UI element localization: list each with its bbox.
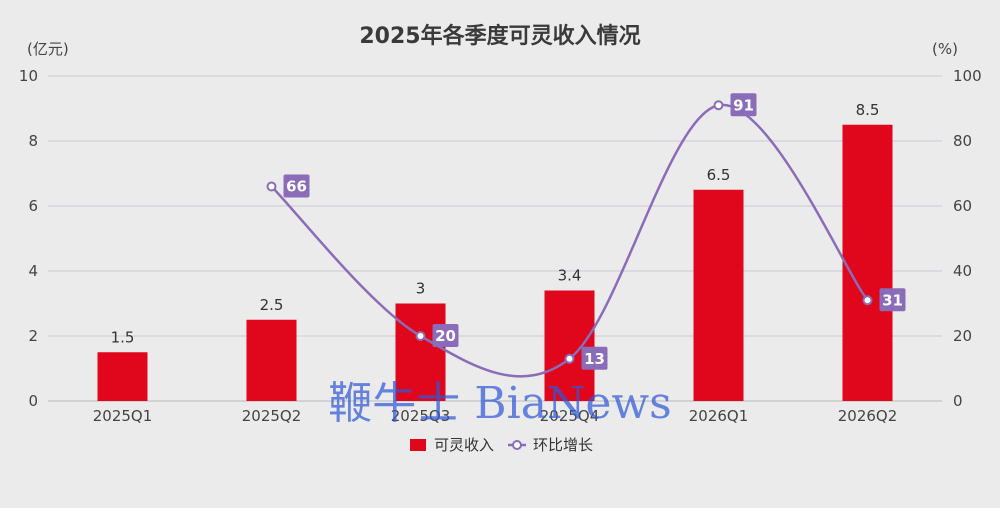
- right-axis-ticks: 0 20 40 60 80 100: [953, 67, 982, 410]
- growth-point: [862, 295, 873, 306]
- left-axis-ticks: 0 2 4 6 8 10: [19, 67, 38, 410]
- growth-point-label: 13: [584, 350, 605, 368]
- growth-point: [415, 331, 426, 341]
- growth-point-label: 20: [435, 327, 456, 345]
- growth-label-box: [730, 93, 757, 117]
- right-axis-tick-label: 100: [953, 67, 982, 85]
- revenue-bar: [693, 189, 744, 401]
- revenue-bar: [842, 124, 893, 401]
- left-axis-tick-label: 2: [28, 327, 38, 345]
- category-label: 2026Q2: [838, 407, 898, 425]
- category-label: 2025Q2: [242, 407, 302, 425]
- right-axis-tick-label: 80: [953, 132, 972, 150]
- left-axis-tick-label: 4: [28, 262, 38, 280]
- watermark: 鞭牛士 BiaNews: [328, 378, 671, 429]
- growth-label-box: [283, 174, 310, 198]
- right-axis-unit: (%): [932, 40, 958, 58]
- category-label: 2025Q3: [391, 407, 451, 425]
- growth-point-label: 31: [882, 291, 903, 309]
- growth-label-box: [432, 324, 459, 347]
- legend: 可灵收入 环比增长: [410, 436, 593, 454]
- growth-point-label: 66: [286, 178, 307, 196]
- revenue-bar-label: 1.5: [111, 328, 135, 346]
- right-axis-tick-label: 40: [953, 262, 972, 280]
- growth-point: [266, 181, 277, 192]
- growth-line: [270, 103, 869, 378]
- growth-point-label: 91: [733, 96, 754, 114]
- revenue-bar-label: 2.5: [260, 296, 284, 314]
- left-axis-tick-label: 6: [28, 197, 38, 215]
- legend-swatch-growth-marker: [512, 440, 522, 450]
- revenue-bar: [97, 352, 148, 401]
- chart-title: 2025年各季度可灵收入情况: [359, 23, 640, 49]
- revenue-bar: [544, 290, 595, 401]
- category-label: 2025Q1: [93, 407, 153, 425]
- gridlines: [48, 75, 942, 402]
- category-axis-labels: 2025Q1 2025Q2 2025Q3 2025Q4 2026Q1 2026Q2: [93, 407, 898, 425]
- right-axis-tick-label: 0: [953, 392, 963, 410]
- legend-swatch-revenue: [410, 439, 426, 451]
- growth-label-box: [581, 346, 608, 370]
- category-label: 2026Q1: [689, 407, 749, 425]
- growth-label-box: [879, 288, 906, 312]
- left-axis-tick-label: 10: [19, 67, 38, 85]
- growth-point: [564, 353, 575, 364]
- growth-line-series: 66 20 13 91 31: [266, 93, 906, 378]
- revenue-bars: [97, 124, 893, 401]
- left-axis-tick-label: 0: [28, 392, 38, 410]
- revenue-bar-label: 8.5: [856, 101, 880, 119]
- growth-point: [713, 100, 724, 111]
- right-axis-tick-label: 60: [953, 197, 972, 215]
- revenue-bar-label: 3: [416, 280, 426, 298]
- revenue-bar-label: 6.5: [707, 166, 731, 184]
- left-axis-tick-label: 8: [28, 132, 38, 150]
- revenue-bar-labels: 1.5 2.5 3 3.4 6.5 8.5: [111, 101, 880, 347]
- category-label: 2025Q4: [540, 407, 600, 425]
- legend-label-growth: 环比增长: [533, 436, 593, 454]
- revenue-bar: [246, 319, 297, 401]
- revenue-bar: [395, 303, 446, 401]
- right-axis-tick-label: 20: [953, 327, 972, 345]
- revenue-bar-label: 3.4: [558, 267, 582, 285]
- legend-label-revenue: 可灵收入: [434, 436, 494, 454]
- left-axis-unit: (亿元): [27, 40, 69, 58]
